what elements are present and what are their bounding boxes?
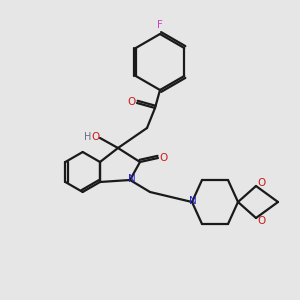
Text: O: O bbox=[127, 97, 135, 107]
Text: O: O bbox=[257, 178, 265, 188]
Text: O: O bbox=[92, 132, 100, 142]
Text: O: O bbox=[257, 216, 265, 226]
Text: F: F bbox=[157, 20, 163, 30]
Text: N: N bbox=[128, 174, 136, 184]
Text: O: O bbox=[160, 153, 168, 163]
Text: N: N bbox=[189, 196, 197, 206]
Text: H: H bbox=[84, 132, 92, 142]
